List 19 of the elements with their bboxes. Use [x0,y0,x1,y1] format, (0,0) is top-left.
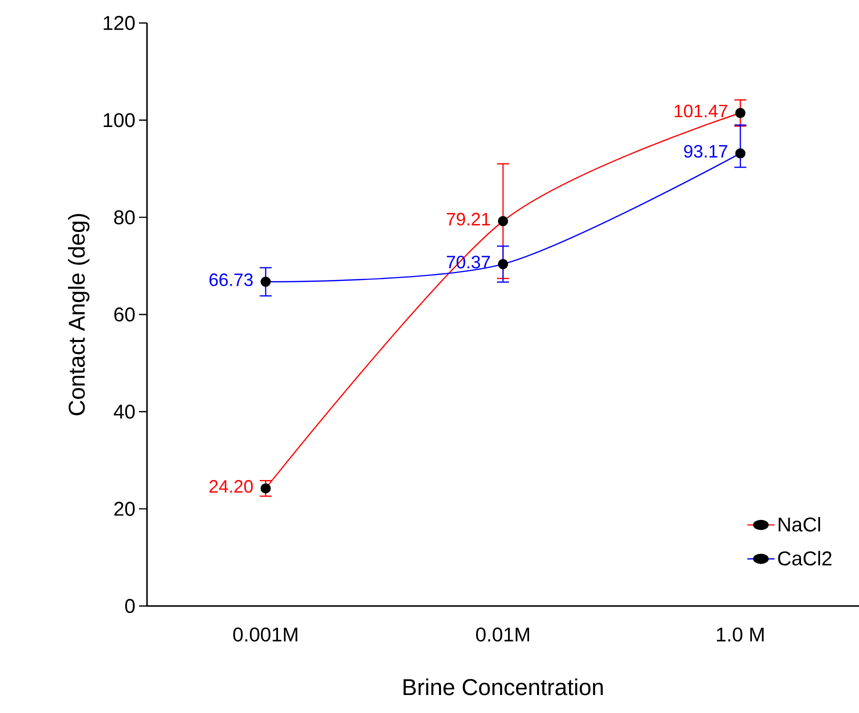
legend-label: NaCl [778,516,820,532]
data-label: 24.20 [210,480,253,493]
y-tick-label: 120 [104,16,135,30]
data-label: 79.21 [446,212,490,226]
y-tick-label: 40 [114,404,135,419]
y-axis-title: Contact Angle (deg) [68,214,90,416]
y-tick-label: 100 [104,113,135,128]
y-tick-label: 0 [125,598,135,614]
data-label: 101.47 [674,104,728,118]
x-tick-label: 0.001M [233,628,298,642]
data-label: 66.73 [210,273,253,286]
x-tick-label: 0.01M [476,628,530,642]
x-tick-label: 1.0 M [716,628,764,642]
y-tick-label: 80 [114,210,135,224]
legend-label: CaCl2 [778,550,832,566]
y-tick-label: 20 [114,502,135,516]
data-label: 93.17 [684,144,728,158]
x-axis-title: Brine Concentration [404,678,603,696]
y-tick-label: 60 [114,307,135,322]
